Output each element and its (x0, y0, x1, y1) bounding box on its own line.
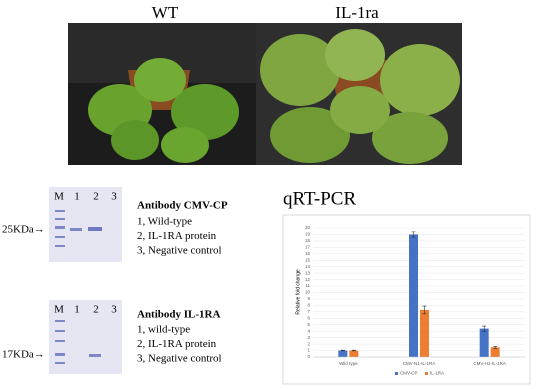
bar (479, 328, 489, 357)
y-tick-label: 12 (305, 277, 311, 282)
y-tick-label: 10 (305, 290, 311, 295)
y-tick-label: 20 (305, 225, 311, 230)
error-bar (411, 231, 416, 238)
blot-membrane (49, 300, 122, 374)
marker-label: 17KDa→ (2, 349, 45, 361)
y-tick-label: 9 (307, 296, 310, 301)
error-bar (340, 349, 345, 352)
legend-item: 1, Wild-type (137, 216, 192, 228)
antibody-title: Antibody IL-1RA (137, 309, 220, 321)
lane-label: 3 (111, 304, 117, 316)
y-tick-label: 19 (305, 232, 311, 237)
y-tick-label: 5 (307, 322, 310, 327)
error-bar (482, 325, 487, 332)
y-tick-label: 1 (307, 348, 310, 353)
y-tick-label: 8 (307, 303, 310, 308)
legend-swatch (425, 372, 428, 375)
lane-label: M (54, 304, 64, 316)
bar (349, 350, 359, 357)
photo-wt (68, 23, 256, 165)
blot-membrane (49, 187, 122, 262)
blot-bands (55, 210, 102, 364)
legend-item: 3, Negative control (137, 353, 222, 365)
bar (490, 347, 500, 357)
photo-label: WT (152, 3, 179, 22)
x-tick-label: Wild type (339, 361, 358, 366)
error-bar (351, 349, 356, 352)
chart-title: qRT-PCR (283, 188, 356, 209)
y-tick-label: 11 (305, 283, 310, 288)
lane-label: 2 (93, 191, 99, 203)
error-bar (493, 346, 498, 349)
lane-label: 1 (74, 304, 80, 316)
lane-label: 3 (111, 191, 117, 203)
legend-item: 1, wild-type (137, 324, 190, 336)
y-tick-label: 4 (307, 328, 310, 333)
y-tick-label: 15 (305, 257, 311, 262)
y-tick-label: 7 (307, 309, 310, 314)
y-tick-label: 14 (305, 264, 311, 269)
lane-label: M (54, 191, 64, 203)
y-tick-label: 2 (307, 341, 310, 346)
y-tick-label: 3 (307, 335, 310, 340)
lane-label: 2 (93, 304, 99, 316)
legend-label: CMV-CP (400, 371, 418, 376)
legend-label: IL-1RA (430, 371, 444, 376)
lane-label: 1 (74, 191, 80, 203)
x-tick-label: CMV-N1-IL-1RA (403, 361, 436, 366)
y-tick-label: 16 (305, 251, 311, 256)
y-tick-label: 18 (305, 238, 311, 243)
photo-il1ra (256, 23, 462, 165)
photo-label: IL-1ra (335, 3, 379, 22)
error-bar (422, 305, 427, 315)
y-tick-label: 0 (307, 354, 310, 359)
legend-swatch (395, 372, 398, 375)
legend-item: 2, IL-1RA protein (137, 338, 217, 350)
y-axis-label: Relative fold change (295, 269, 301, 315)
chart-frame (282, 214, 531, 385)
y-tick-label: 17 (305, 245, 311, 250)
bar (420, 309, 429, 357)
legend-item: 2, IL-1RA protein (137, 230, 217, 242)
marker-label: 25KDa→ (2, 224, 45, 236)
bar (409, 234, 418, 357)
legend-item: 3, Negative control (137, 245, 222, 257)
bar (338, 350, 348, 357)
antibody-title: Antibody CMV-CP (137, 200, 228, 212)
x-tick-label: CMV-H1-IL-1RA (473, 361, 506, 366)
y-tick-label: 6 (307, 315, 310, 320)
y-tick-label: 13 (305, 270, 311, 275)
